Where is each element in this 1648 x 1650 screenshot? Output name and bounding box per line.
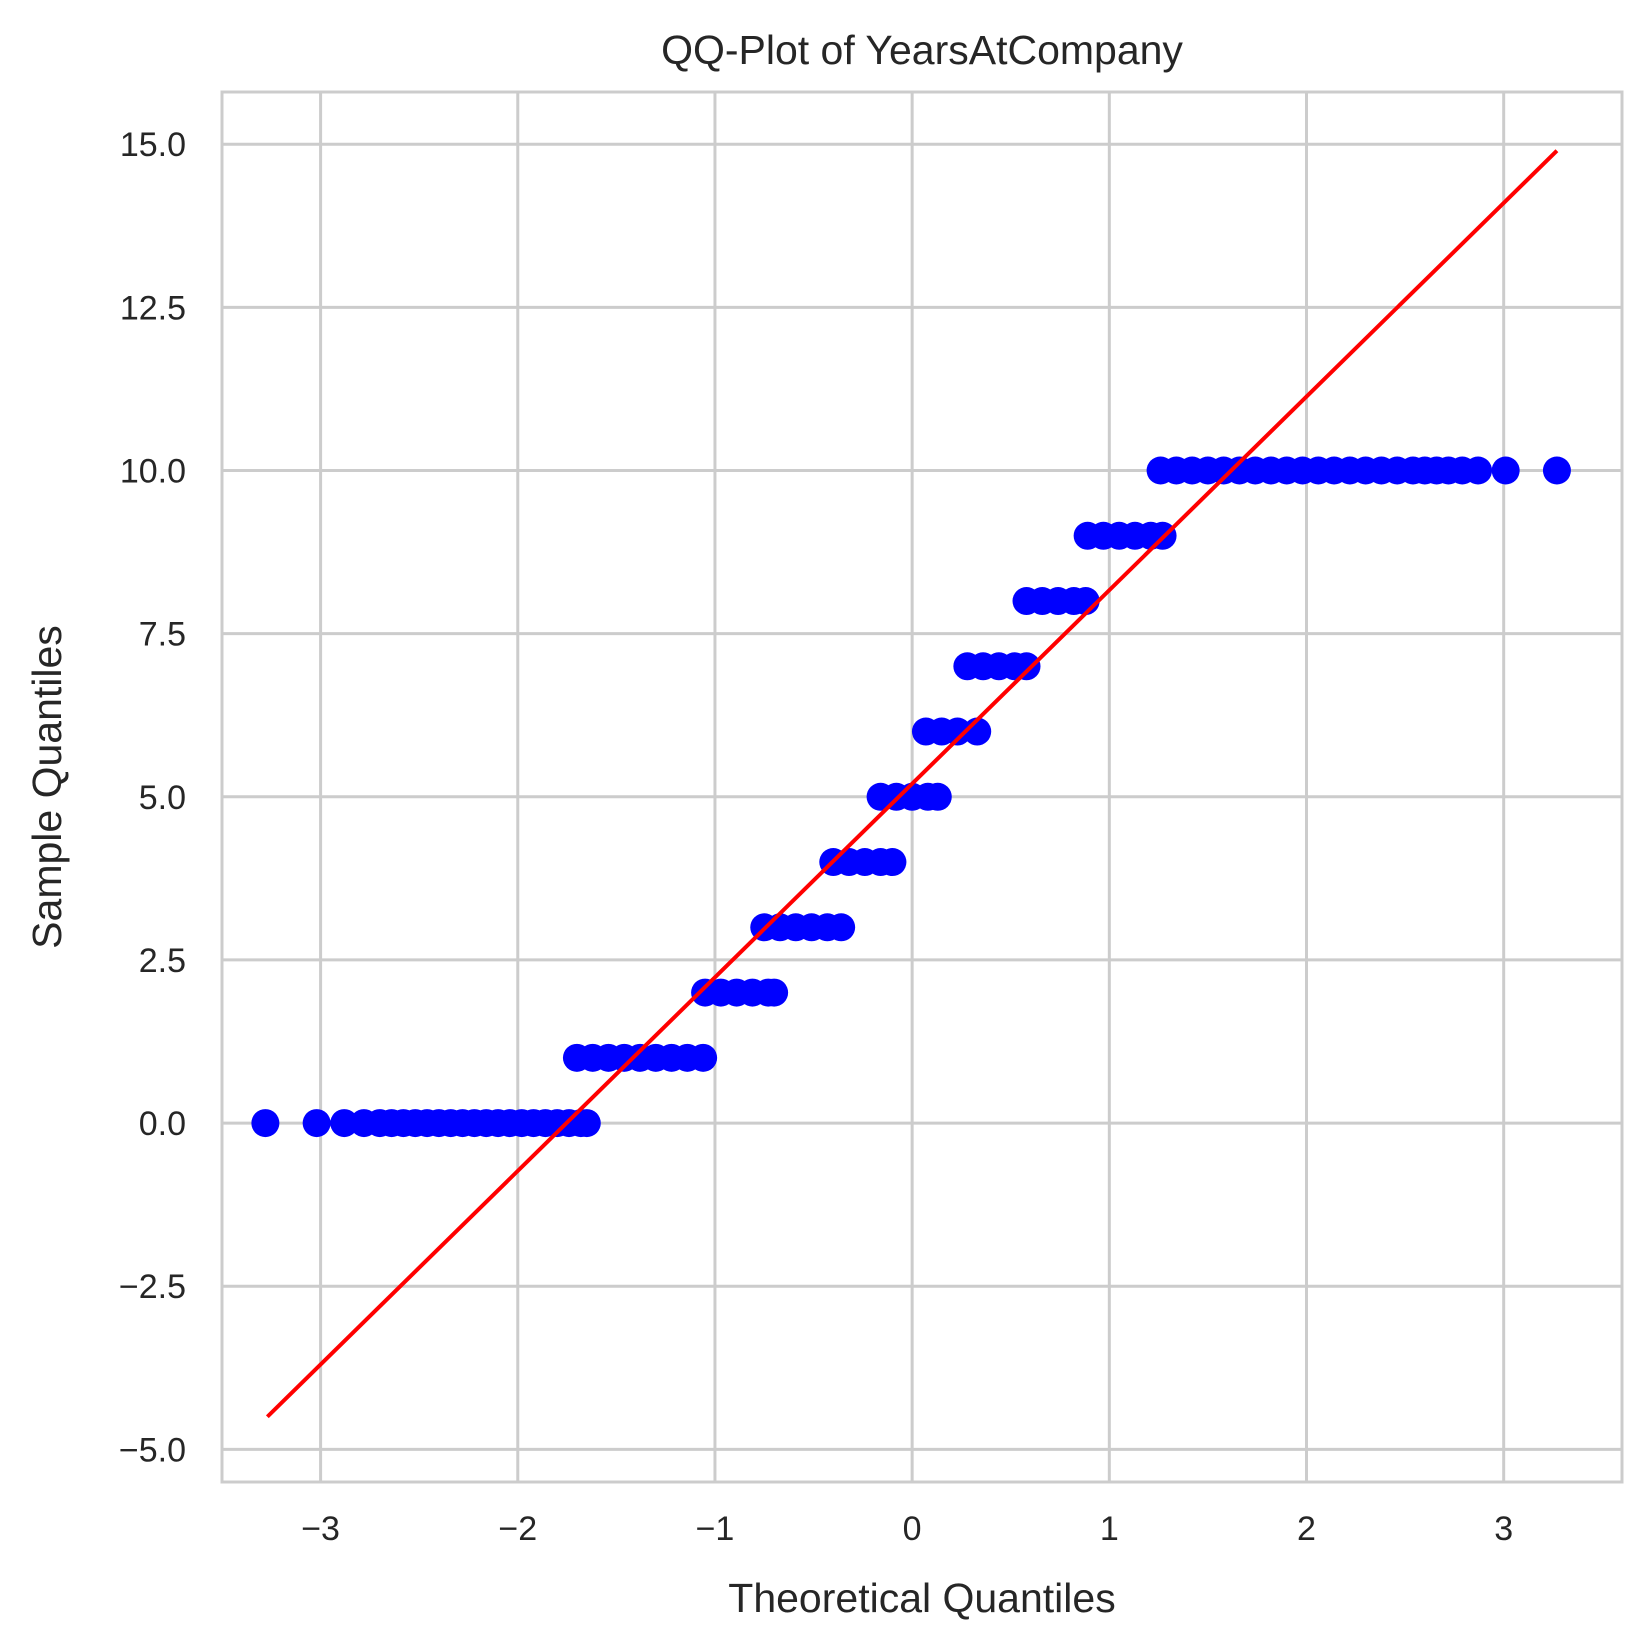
qq-point: [827, 913, 856, 942]
plot-frame: [220, 90, 1624, 1484]
x-tick-label: 2: [1297, 1510, 1316, 1548]
y-tick-label: 7.5: [139, 616, 186, 654]
qq-point: [1542, 456, 1571, 485]
qq-point: [760, 978, 789, 1007]
y-tick-label: 0.0: [139, 1105, 186, 1143]
y-tick-label: −2.5: [119, 1268, 186, 1306]
reference-line-group: [265, 149, 1559, 1419]
qq-point: [878, 848, 907, 877]
chart-title: QQ-Plot of YearsAtCompany: [661, 27, 1183, 73]
y-axis-label: Sample Quantiles: [24, 625, 70, 949]
x-tick-label: 0: [903, 1510, 922, 1548]
y-tick-label: −5.0: [119, 1431, 186, 1469]
qq-point: [689, 1043, 718, 1072]
x-tick-label: −3: [301, 1510, 340, 1548]
x-axis-label: Theoretical Quantiles: [728, 1575, 1115, 1621]
qq-point: [572, 1109, 601, 1138]
qq-point: [330, 1109, 359, 1138]
y-axis-ticks: −5.0 −2.5 0.0 2.5 5.0 7.5 10.0 12.5 15.0: [119, 126, 186, 1469]
y-tick-label: 5.0: [139, 779, 186, 817]
qq-point: [1464, 456, 1493, 485]
y-tick-label: 12.5: [120, 289, 186, 327]
x-tick-label: 1: [1100, 1510, 1119, 1548]
x-tick-label: −2: [498, 1510, 537, 1548]
x-tick-label: −1: [696, 1510, 735, 1548]
qq-point: [943, 717, 972, 746]
y-tick-label: 10.0: [120, 452, 186, 490]
qq-point: [1491, 456, 1520, 485]
y-tick-label: 2.5: [139, 942, 186, 980]
x-tick-label: 3: [1494, 1510, 1513, 1548]
reference-line: [265, 149, 1559, 1419]
qq-point: [1012, 652, 1041, 681]
x-axis-ticks: −3 −2 −1 0 1 2 3: [301, 1510, 1513, 1548]
qq-point: [923, 782, 952, 811]
qq-point: [302, 1109, 331, 1138]
y-tick-label: 15.0: [120, 126, 186, 164]
qq-point: [251, 1109, 280, 1138]
